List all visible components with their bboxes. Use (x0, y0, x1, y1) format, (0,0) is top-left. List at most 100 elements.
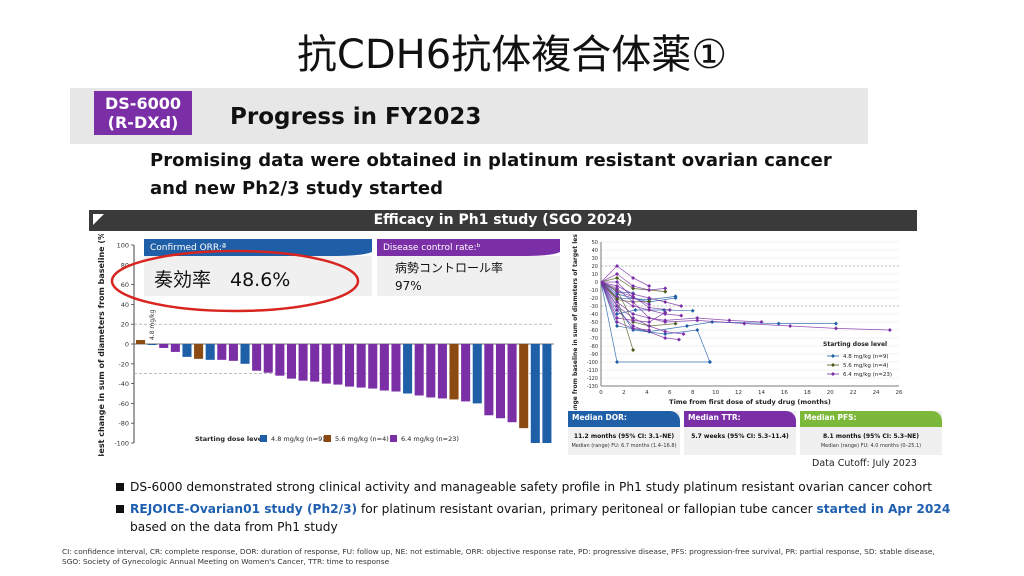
spider-point (695, 328, 700, 332)
waterfall-bar (345, 344, 355, 387)
spider-x-tick-label: 16 (781, 390, 788, 396)
footnote-line2: SGO: Society of Gynecologic Annual Meeti… (62, 557, 390, 566)
headline-line1: Promising data were obtained in platinum… (150, 150, 832, 171)
summary-box-label: Median TTR: (684, 411, 796, 427)
spider-y-tick-label: -10 (590, 288, 598, 294)
summary-box-value: 8.1 months (95% CI: 5.3–NE) (823, 433, 919, 440)
spider-point (647, 302, 652, 307)
spider-point (631, 326, 636, 331)
spider-point (647, 328, 652, 332)
spider-y-tick-label: 50 (592, 240, 598, 246)
legend-swatch (324, 435, 331, 442)
spider-point (833, 326, 838, 331)
legend-swatch (260, 435, 267, 442)
spider-x-tick-label: 18 (804, 390, 811, 396)
dcr-label: Disease control rate:ᵇ (383, 243, 481, 253)
spider-point (633, 308, 638, 312)
waterfall-bar (379, 344, 389, 391)
spider-point (788, 324, 793, 328)
legend-label: 4.8 mg/kg (n=9) (843, 354, 889, 360)
spider-point (615, 284, 620, 288)
spider-point (615, 297, 620, 302)
bullet-2: REJOICE-Ovarian01 study (Ph2/3) for plat… (116, 500, 950, 536)
headline-line2: and new Ph2/3 study started (150, 178, 443, 199)
y-tick-label: 80 (121, 261, 129, 269)
spider-point (647, 316, 652, 320)
legend-label: 5.6 mg/kg (n=4) (335, 435, 389, 443)
spider-series-line (600, 281, 682, 307)
spider-point (684, 324, 689, 328)
y-tick-label: 100 (117, 242, 129, 250)
spider-series-line (600, 281, 684, 335)
spider-point (631, 318, 636, 323)
spider-x-tick-label: 22 (850, 390, 857, 396)
y-tick-label: 0 (125, 341, 129, 349)
waterfall-bar (519, 344, 529, 429)
waterfall-bar (147, 344, 157, 345)
spider-point (615, 316, 620, 320)
spider-series-line (600, 281, 762, 323)
waterfall-bar (170, 344, 180, 352)
waterfall-bar (298, 344, 308, 381)
waterfall-bar (507, 344, 517, 423)
bullet-2-end: based on the data from Ph1 study (130, 520, 338, 534)
legend-label: 5.6 mg/kg (n=4) (843, 363, 889, 369)
waterfall-bar (449, 344, 459, 400)
waterfall-bar (136, 340, 146, 344)
spider-point (681, 332, 686, 336)
spider-x-tick-label: 10 (712, 390, 719, 396)
waterfall-bar (530, 344, 540, 443)
spider-point (663, 329, 668, 334)
spider-point (690, 308, 695, 313)
spider-series-line (600, 281, 682, 316)
corner-triangle-icon (93, 214, 104, 225)
dcr-value: 97% (395, 279, 422, 293)
spider-series-line (601, 281, 650, 305)
spider-x-tick-label: 14 (758, 390, 765, 396)
spider-point (615, 276, 620, 280)
legend-label: 6.4 mg/kg (n=23) (843, 372, 892, 378)
spider-point (615, 294, 620, 299)
spider-point (631, 304, 636, 308)
spider-point (615, 286, 620, 291)
summary-box: Median TTR: 5.7 weeks (95% CI: 5.3–11.4) (684, 411, 796, 455)
spider-y-tick-label: -130 (587, 384, 598, 390)
spider-y-tick-label: -60 (590, 328, 598, 334)
legend-label: 4.8 mg/kg (n=9) (271, 435, 325, 443)
spider-point (615, 324, 620, 328)
spider-point (615, 292, 620, 296)
spider-point (667, 308, 672, 312)
spider-point (776, 321, 781, 326)
spider-point (615, 304, 620, 308)
legend-marker (831, 363, 835, 367)
bar-annotation: 4.8 mg/kg (149, 309, 156, 340)
spider-point (631, 294, 636, 299)
spider-point (673, 321, 678, 326)
spider-point (647, 308, 652, 312)
waterfall-ylabel: Best change in sum of diameters from bas… (97, 234, 106, 456)
spider-point (615, 308, 620, 312)
spider-point (615, 289, 620, 294)
footnote: CI: confidence interval, CR: complete re… (62, 547, 962, 567)
spider-point (663, 300, 668, 304)
progress-title: Progress in FY2023 (230, 104, 482, 130)
spider-point (631, 286, 636, 291)
spider-y-tick-label: -90 (590, 352, 598, 358)
spider-point (727, 318, 732, 323)
legend-marker (831, 372, 835, 376)
summary-box-sub: Median (range) FU: 6.7 months (1.4–16.8) (571, 443, 677, 449)
spider-x-tick-label: 26 (896, 390, 903, 396)
spider-legend: Starting dose level 4.8 mg/kg (n=9) 5.6 mg… (823, 341, 892, 378)
dcr-jp-label: 病勢コントロール率 (395, 260, 503, 275)
legend-marker (831, 354, 835, 358)
spider-x-tick-label: 12 (735, 390, 742, 396)
bullet-square-icon (116, 483, 124, 491)
spider-point (615, 300, 620, 304)
spider-x-tick-label: 24 (873, 390, 880, 396)
spider-y-tick-label: 40 (592, 248, 598, 254)
efficacy-title: Efficacy in Ph1 study (SGO 2024) (373, 212, 633, 228)
spider-point (663, 336, 668, 340)
bullet-1: DS-6000 demonstrated strong clinical act… (116, 478, 950, 496)
spider-point (663, 312, 668, 316)
spider-point (647, 296, 652, 300)
